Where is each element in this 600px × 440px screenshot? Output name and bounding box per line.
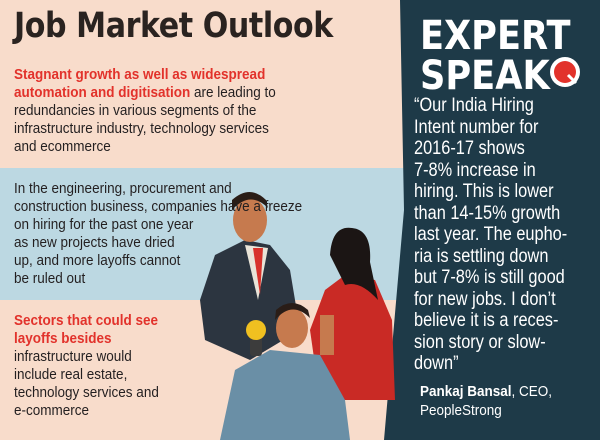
- sectors-heading: Sectors that could see: [14, 312, 159, 329]
- quote: “Our India Hiring Intent number for 2016-1…: [414, 95, 567, 375]
- attribution-company: PeopleStrong: [420, 402, 502, 419]
- text-line: In the engineering, procurement and: [14, 180, 232, 197]
- text-line: construction business, companies have a …: [14, 198, 303, 215]
- text-line: be ruled out: [14, 270, 86, 287]
- intro-text: redundancies in various segments of the: [14, 102, 257, 119]
- sectors-text: include real estate,: [14, 366, 128, 383]
- text-line: but 7-8% is still good: [414, 267, 565, 288]
- text-line: than 14-15% growth: [414, 202, 561, 224]
- text-line: EXPERT: [420, 13, 571, 59]
- attribution-name: Pankaj Bansal: [420, 383, 512, 400]
- text-line: last year. The eupho-: [414, 224, 568, 245]
- text-line: believe it is a reces-: [414, 310, 559, 331]
- intro-highlight: automation and digitisation: [14, 84, 191, 101]
- text-line: on hiring for the past one year: [14, 216, 194, 233]
- text-line: 7-8% increase in: [414, 159, 536, 181]
- intro-highlight: Stagnant growth as well as widespread: [14, 66, 266, 83]
- text-line: SPEAK: [420, 53, 550, 99]
- sectors-text: technology services and: [14, 384, 159, 401]
- text-line: 2016-17 shows: [414, 138, 525, 159]
- text-line: up, and more layoffs cannot: [14, 252, 181, 269]
- expert-heading: EXPERT SPEAK: [420, 16, 571, 96]
- text-line: Intent number for: [414, 116, 539, 138]
- intro-text: infrastructure industry, technology serv…: [14, 120, 269, 137]
- sectors-paragraph: Sectors that could see layoffs besides i…: [14, 312, 159, 420]
- sectors-heading: layoffs besides: [14, 330, 112, 347]
- text-line: hiring. This is lower: [414, 181, 554, 202]
- man-illustration: [200, 192, 300, 360]
- text-line: sion story or slow-: [414, 331, 546, 353]
- text-line: ria is settling down: [414, 245, 549, 267]
- sectors-text: infrastructure would: [14, 348, 132, 365]
- logo: [550, 57, 580, 87]
- dark-panel: [384, 0, 600, 440]
- freeze-paragraph: In the engineering, procurement and const…: [14, 180, 302, 288]
- text-line: as new projects have dried: [14, 234, 175, 251]
- text-line: “Our India Hiring: [414, 95, 534, 116]
- text-line: for new jobs. I don’t: [414, 288, 556, 310]
- woman-illustration: [310, 227, 395, 400]
- intro-text: are leading to: [194, 84, 276, 101]
- title: Job Market Outlook: [14, 6, 333, 46]
- intro-text: and ecommerce: [14, 138, 111, 155]
- text-line: down”: [414, 353, 459, 374]
- intro-paragraph: Stagnant growth as well as widespread au…: [14, 66, 276, 156]
- attribution: Pankaj Bansal, CEO, PeopleStrong: [420, 382, 552, 420]
- attribution-role: , CEO,: [511, 383, 553, 400]
- sectors-text: e-commerce: [14, 402, 90, 419]
- young-man-illustration: [220, 303, 350, 440]
